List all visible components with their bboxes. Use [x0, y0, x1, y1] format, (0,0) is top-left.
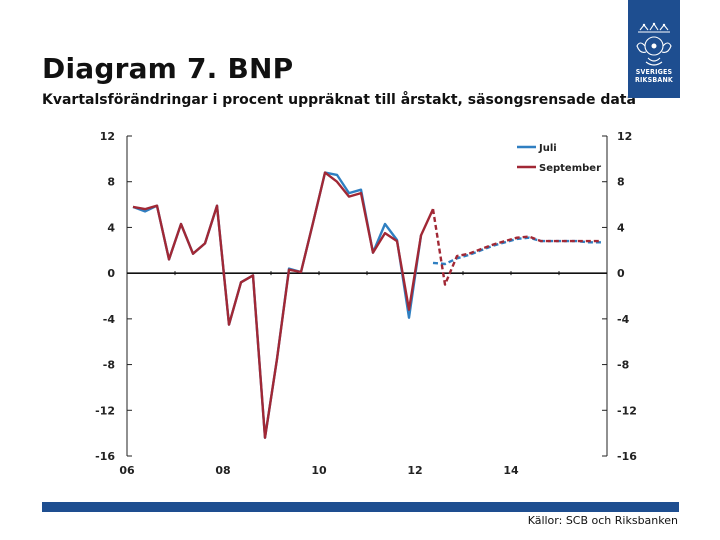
y-tick-label-right: 12 [617, 130, 632, 143]
y-tick-label-right: 0 [617, 267, 625, 280]
y-tick-label-right: -8 [617, 359, 629, 372]
x-tick-label: 14 [503, 464, 519, 477]
y-tick-label-right: 4 [617, 221, 625, 234]
y-tick-label-left: 12 [100, 130, 115, 143]
bottom-brand-bar [42, 502, 679, 512]
x-tick-label: 06 [119, 464, 135, 477]
y-tick-label-left: -4 [103, 313, 116, 326]
y-tick-label-left: 4 [107, 221, 115, 234]
series-line-juli-forecast [432, 236, 601, 266]
y-tick-label-right: -16 [617, 450, 637, 463]
logo-word-1: SVERIGES [635, 68, 673, 76]
legend-label-september: September [539, 163, 601, 174]
x-tick-label: 10 [311, 464, 327, 477]
x-tick-label: 08 [215, 464, 230, 477]
riksbank-logo: SVERIGES RIKSBANK [628, 0, 680, 98]
gdp-line-chart: 12 12 8 8 4 4 0 0 -4 -4 -8 -8 -12 -12 -16 -16 06 08 10 12 14… [95, 130, 637, 477]
y-tick-label-left: -12 [95, 404, 115, 417]
series-line-september-forecast [431, 208, 601, 286]
legend-label-juli: Juli [538, 143, 557, 154]
crown-emblem-icon [636, 22, 672, 66]
chart-subtitle: Kvartalsförändringar i procent uppräknat… [42, 92, 636, 108]
logo-word-2: RIKSBANK [634, 76, 674, 84]
x-tick-label: 12 [407, 464, 422, 477]
y-tick-label-right: 8 [617, 176, 625, 189]
series-line-september-outcome [132, 171, 435, 439]
y-tick-label-right: -4 [617, 313, 630, 326]
y-tick-label-right: -12 [617, 404, 637, 417]
y-tick-label-left: -16 [95, 450, 115, 463]
y-tick-label-left: -8 [103, 359, 115, 372]
y-tick-label-left: 0 [107, 267, 115, 280]
series-line-juli-outcome [132, 171, 423, 439]
y-tick-label-left: 8 [107, 176, 115, 189]
source-note: Källor: SCB och Riksbanken [527, 514, 678, 527]
chart-title: Diagram 7. BNP [42, 52, 294, 85]
